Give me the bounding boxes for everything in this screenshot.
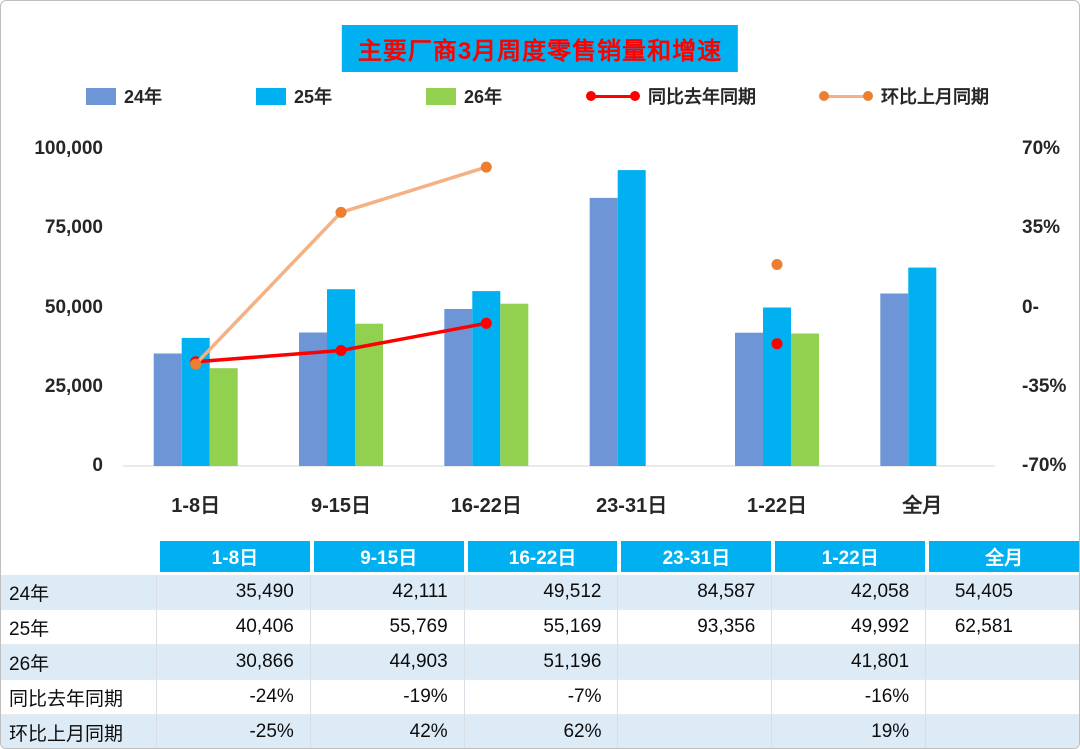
table-cell: 55,769	[309, 610, 464, 645]
x-axis-category-label: 全月	[902, 495, 943, 517]
table-row-label: 25年	[1, 610, 156, 645]
legend-item: 25年	[256, 85, 332, 107]
x-axis-category-label: 1-22日	[746, 495, 807, 517]
table-header-cell: 1-8日	[156, 541, 310, 575]
plot-area	[123, 161, 995, 467]
table-header-cell: 1-22日	[771, 541, 926, 575]
table-cell: -7%	[463, 680, 618, 715]
table-row-label: 同比去年同期	[1, 680, 156, 715]
y-axis-right-tick: -35%	[1022, 375, 1067, 397]
table-cell	[925, 645, 1079, 680]
table-cell: 84,587	[617, 575, 772, 610]
table-cell: 35,490	[156, 575, 310, 610]
table-header-cell: 23-31日	[617, 541, 772, 575]
y-axis-right-tick: 35%	[1022, 217, 1061, 239]
table-cell: -19%	[309, 680, 464, 715]
table-cell: 44,903	[309, 645, 464, 680]
table-header-cell: 16-22日	[463, 541, 618, 575]
legend-label: 25年	[294, 87, 333, 107]
table-cell: 62%	[463, 715, 618, 748]
x-axis-category-label: 23-31日	[596, 495, 668, 517]
x-axis-labels: 1-8日 9-15日 16-22日 23-31日 1-22日 全月	[123, 489, 995, 518]
legend-label: 26年	[464, 87, 503, 107]
data-table: 1-8日 9-15日 16-22日 23-31日 1-22日 全月 24年 35,490 42,…	[1, 541, 1079, 748]
table-row-label: 环比上月同期	[1, 715, 156, 748]
table-cell	[617, 715, 772, 748]
table-row-label: 24年	[1, 575, 156, 610]
y-axis-left-tick: 25,000	[44, 375, 103, 397]
table-cell: 40,406	[156, 610, 310, 645]
table-cell	[617, 645, 772, 680]
y-axis-right-tick: -70%	[1022, 455, 1067, 476]
legend-swatch-icon	[86, 87, 116, 105]
table-corner-cell	[1, 541, 156, 575]
legend-item: 26年	[426, 85, 502, 107]
table-header-cell: 全月	[925, 541, 1079, 575]
table-header-cell: 9-15日	[309, 541, 464, 575]
table-cell: 49,992	[771, 610, 926, 645]
table-cell	[925, 680, 1079, 715]
y-axis-left-tick: 100,000	[34, 138, 103, 159]
legend-swatch-icon	[426, 87, 456, 105]
legend-label: 24年	[124, 87, 163, 107]
y-axis-left-tick: 0	[92, 455, 103, 476]
table-cell: -25%	[156, 715, 310, 748]
y-axis-right-tick: 70%	[1022, 138, 1061, 159]
table-row-label: 26年	[1, 645, 156, 680]
legend-line-marker-icon	[819, 88, 873, 105]
table-cell: 42,058	[771, 575, 926, 610]
y-axis-right-tick: 0-	[1022, 296, 1039, 318]
table-cell: 30,866	[156, 645, 310, 680]
table-cell	[925, 715, 1079, 748]
table-cell: 62,581	[925, 610, 1079, 645]
legend-label: 环比上月同期	[881, 87, 989, 107]
legend-swatch-icon	[256, 87, 286, 105]
x-axis-category-label: 16-22日	[450, 495, 522, 517]
legend-item: 同比去年同期	[586, 85, 756, 107]
x-axis-category-label: 9-15日	[310, 495, 371, 517]
table-cell: 93,356	[617, 610, 772, 645]
table-cell	[617, 680, 772, 715]
y-axis-left-tick: 50,000	[44, 296, 103, 318]
table-cell: 42%	[309, 715, 464, 748]
legend-item: 环比上月同期	[819, 85, 989, 107]
table-cell: 49,512	[463, 575, 618, 610]
x-axis-category-label: 1-8日	[171, 495, 221, 517]
chart-title: 主要厂商3月周度零售销量和增速	[341, 25, 739, 72]
table-cell: 55,169	[463, 610, 618, 645]
legend-label: 同比去年同期	[648, 87, 756, 107]
table-cell: 54,405	[925, 575, 1079, 610]
legend-item: 24年	[86, 85, 162, 107]
chart-legend: 24年 25年 26年 同比去年同期 环比上月同期	[1, 85, 1079, 109]
table-cell: 42,111	[309, 575, 464, 610]
table-cell: -16%	[771, 680, 926, 715]
table-cell: 19%	[771, 715, 926, 748]
legend-line-marker-icon	[586, 88, 640, 105]
y-axis-left-tick: 75,000	[44, 217, 103, 239]
table-cell: 41,801	[771, 645, 926, 680]
table-cell: 51,196	[463, 645, 618, 680]
table-cell: -24%	[156, 680, 310, 715]
